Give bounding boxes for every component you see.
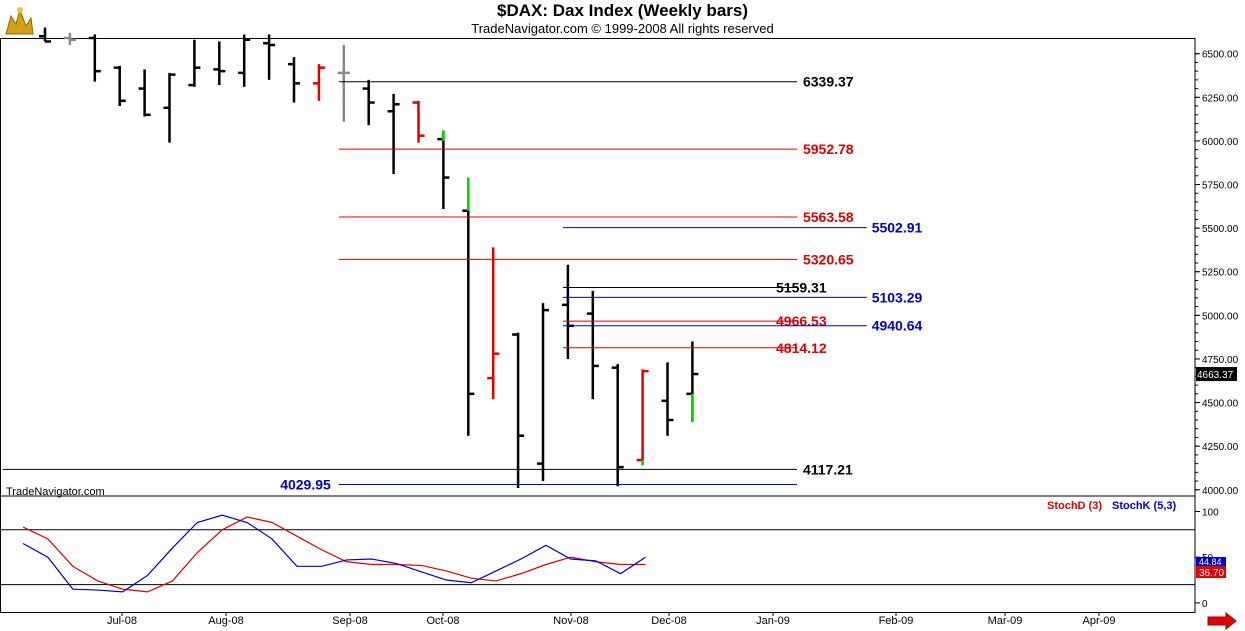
chart-subtitle: TradeNavigator.com © 1999-2008 All right… (471, 21, 774, 36)
level-label: 5320.65 (803, 251, 854, 267)
level-label: 4814.12 (776, 340, 827, 356)
right-arrow-icon[interactable] (1207, 611, 1237, 631)
stoch-tick-label: 0 (1202, 599, 1208, 610)
last-price-value: 4663.37 (1197, 370, 1234, 381)
date-label: Oct-08 (426, 615, 459, 627)
date-label: Feb-09 (879, 615, 914, 627)
legend-stochk: StochK (5,3) (1112, 500, 1177, 512)
stoch-series-0 (22, 516, 646, 593)
stoch-series-1 (22, 514, 646, 593)
level-label: 5103.29 (872, 289, 923, 305)
date-label: Apr-09 (1082, 615, 1115, 627)
chart-title: $DAX: Dax Index (Weekly bars) (497, 1, 748, 20)
date-label: Sep-08 (332, 615, 367, 627)
date-label: Nov-08 (553, 615, 588, 627)
price-tick-label: 5250.00 (1202, 268, 1239, 279)
last-price-tag (1196, 367, 1237, 382)
level-label: 4029.95 (280, 477, 331, 493)
price-tick-label: 5750.00 (1202, 181, 1239, 192)
level-label: 6339.37 (803, 74, 854, 90)
price-tick-label: 4500.00 (1202, 399, 1239, 410)
stoch-k-last-value: 44.84 (1199, 557, 1222, 567)
watermark-text: TradeNavigator.com (6, 486, 105, 498)
level-label: 5563.58 (803, 209, 854, 225)
price-tick-label: 4750.00 (1202, 355, 1239, 366)
stoch-k-last-tag (1196, 557, 1226, 566)
level-label: 4117.21 (803, 461, 853, 477)
level-label: 5159.31 (776, 280, 827, 296)
level-label: 4940.64 (872, 318, 923, 334)
price-tick-label: 6000.00 (1202, 137, 1239, 148)
date-label: Dec-08 (651, 615, 686, 627)
price-tick-label: 4000.00 (1202, 486, 1239, 497)
legend-stochd: StochD (3) (1047, 500, 1102, 512)
price-tick-label: 4250.00 (1202, 442, 1239, 453)
price-tick-label: 6500.00 (1202, 50, 1239, 61)
bull-bear-logo-icon (5, 7, 34, 35)
level-label: 5952.78 (803, 141, 854, 157)
price-tick-label: 5000.00 (1202, 311, 1239, 322)
chart-header: $DAX: Dax Index (Weekly bars) TradeNavig… (0, 0, 1245, 38)
plot-frame (0, 38, 1196, 613)
level-label: 4966.53 (776, 313, 827, 329)
date-label: Jan-09 (756, 615, 790, 627)
price-tick-label: 5500.00 (1202, 224, 1239, 235)
stoch-tick-label: 100 (1202, 508, 1219, 519)
price-tick-label: 6250.00 (1202, 93, 1239, 104)
date-label: Mar-09 (988, 615, 1023, 627)
level-label: 5502.91 (872, 220, 923, 236)
stoch-d-last-value: 36.70 (1199, 568, 1224, 579)
stoch-d-last-tag (1196, 566, 1226, 578)
date-label: Aug-08 (208, 615, 243, 627)
date-label: Jul-08 (107, 615, 137, 627)
